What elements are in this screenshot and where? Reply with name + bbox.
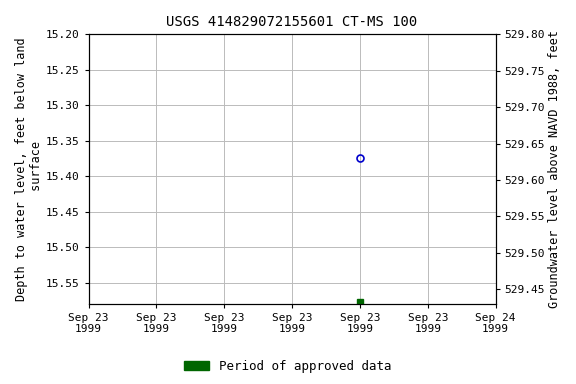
Y-axis label: Depth to water level, feet below land
 surface: Depth to water level, feet below land su… — [15, 37, 43, 301]
Legend: Period of approved data: Period of approved data — [179, 355, 397, 378]
Y-axis label: Groundwater level above NAVD 1988, feet: Groundwater level above NAVD 1988, feet — [548, 30, 561, 308]
Title: USGS 414829072155601 CT-MS 100: USGS 414829072155601 CT-MS 100 — [166, 15, 418, 29]
